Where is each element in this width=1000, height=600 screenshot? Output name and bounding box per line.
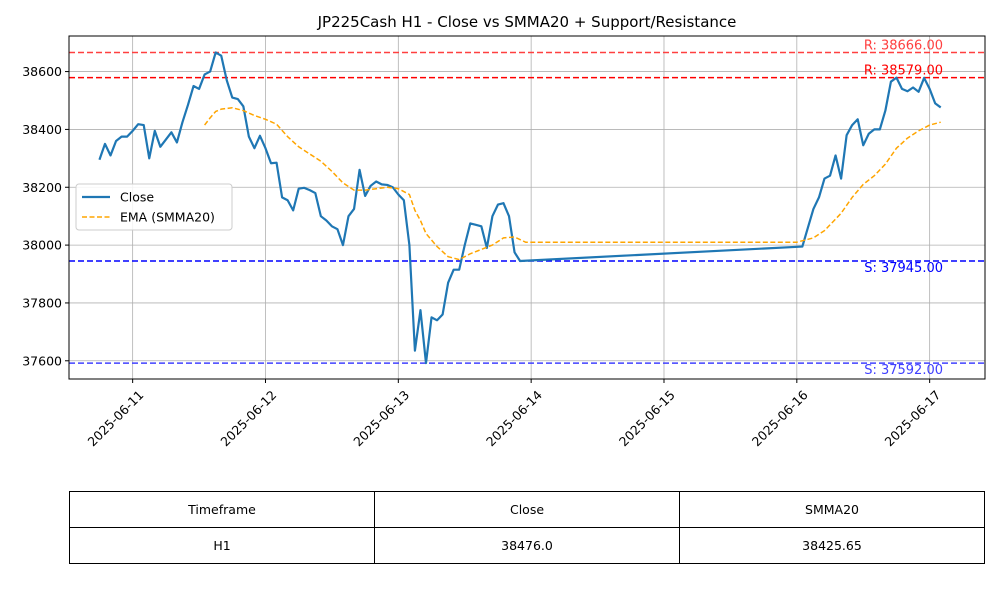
legend-label: Close: [120, 190, 154, 205]
x-tick-label: 2025-06-17: [882, 387, 944, 449]
table-header-cell: Timeframe: [69, 491, 375, 528]
legend-box: [75, 183, 233, 231]
legend: Close EMA (SMMA20): [75, 183, 233, 231]
series-lines: [98, 51, 942, 365]
x-tick-label: 2025-06-12: [217, 387, 279, 449]
summary-table: Timeframe Close SMMA20 H1 38476.0 38425.…: [69, 491, 985, 564]
table-cell: 38425.65: [679, 527, 985, 564]
y-tick-label: 38200: [22, 180, 62, 195]
x-tick-label: 2025-06-15: [616, 387, 678, 449]
x-tick-label: 2025-06-11: [85, 387, 147, 449]
y-tick-label: 37800: [22, 295, 62, 310]
y-tick-label: 38600: [22, 64, 62, 79]
level-labels: R: 38666.00 R: 38579.00 S: 37945.00 S: 3759…: [864, 38, 943, 378]
y-axis-ticks: 37600 37800 38000 38200 38400 38600: [22, 64, 69, 368]
table-cell: 38476.0: [374, 527, 680, 564]
y-tick-label: 38000: [22, 238, 62, 253]
legend-label: EMA (SMMA20): [120, 210, 215, 225]
table-header-cell: Close: [374, 491, 680, 528]
x-tick-label: 2025-06-13: [350, 387, 412, 449]
plot-frame: [68, 35, 986, 380]
resistance-label: R: 38579.00: [864, 64, 943, 79]
resistance-label: R: 38666.00: [864, 38, 943, 53]
y-tick-label: 38400: [22, 122, 62, 137]
support-label: S: 37945.00: [864, 261, 943, 276]
chart-canvas: JP225Cash H1 - Close vs SMMA20 + Support…: [22, 13, 986, 449]
table-header-row: Timeframe Close SMMA20: [69, 491, 985, 528]
table-header-cell: SMMA20: [679, 491, 985, 528]
y-tick-label: 37600: [22, 353, 62, 368]
x-axis-ticks: 2025-06-11 2025-06-12 2025-06-13 2025-06-14…: [85, 379, 944, 449]
x-tick-label: 2025-06-16: [749, 387, 811, 449]
table-cell: H1: [69, 527, 375, 564]
support-label: S: 37592.00: [864, 363, 943, 378]
smma20-series-line: [204, 106, 941, 261]
table-row: H1 38476.0 38425.65: [69, 527, 985, 564]
close-series-line: [98, 51, 942, 365]
chart-title: JP225Cash H1 - Close vs SMMA20 + Support…: [317, 13, 737, 31]
x-tick-label: 2025-06-14: [483, 387, 545, 449]
